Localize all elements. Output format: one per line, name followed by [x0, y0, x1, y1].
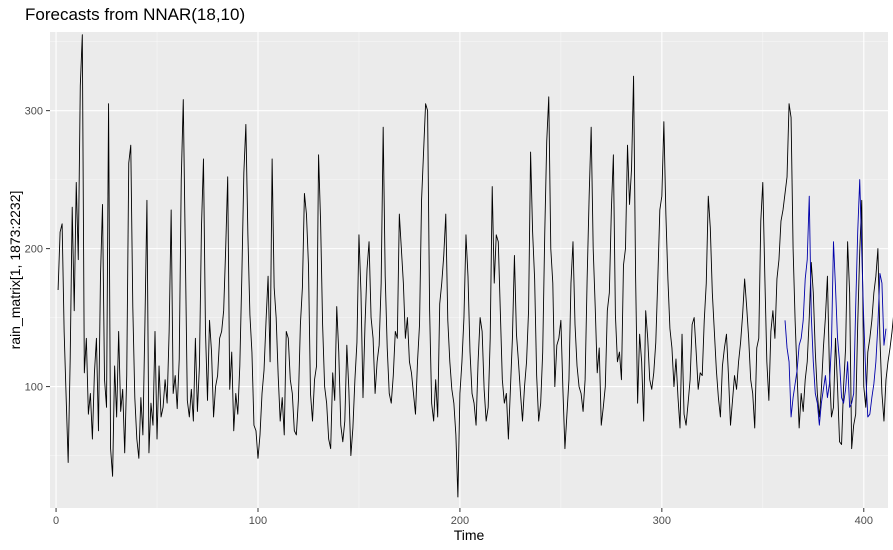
- x-axis-title: Time: [454, 527, 485, 543]
- chart-title: Forecasts from NNAR(18,10): [25, 5, 246, 24]
- y-tick-label: 300: [25, 106, 43, 118]
- series-line-observed: [57, 34, 893, 498]
- x-tick-label: 300: [653, 515, 671, 527]
- x-tick-label: 200: [451, 515, 469, 527]
- y-axis-title: rain_matrix[1, 1873:2232]: [7, 191, 23, 350]
- plot-panel: [50, 32, 888, 508]
- y-tick-label: 100: [25, 382, 43, 394]
- series-line-forecast: [784, 179, 887, 426]
- y-tick-label: 200: [25, 244, 43, 256]
- x-tick-label: 0: [53, 515, 59, 527]
- x-tick-label: 100: [249, 515, 267, 527]
- x-tick-label: 400: [855, 515, 873, 527]
